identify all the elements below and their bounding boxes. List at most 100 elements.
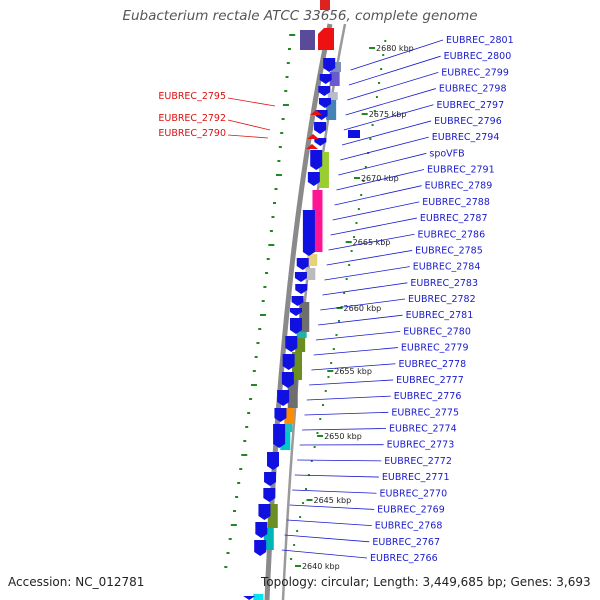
gc-skew-mark bbox=[269, 230, 273, 232]
gc-skew-mark bbox=[274, 188, 278, 190]
gc-skew-mark bbox=[348, 264, 351, 266]
forward-gene-arrow bbox=[274, 408, 287, 422]
gc-skew-mark bbox=[327, 376, 330, 378]
gene-label: EUBREC_2771 bbox=[382, 472, 450, 483]
reverse-gene-arrow bbox=[318, 28, 334, 50]
forward-gene-arrow bbox=[282, 354, 295, 370]
ruler-tick bbox=[294, 565, 301, 567]
gene-leader-line bbox=[281, 549, 368, 559]
gc-skew-mark bbox=[364, 166, 367, 168]
cog-block bbox=[284, 408, 295, 424]
cog-block bbox=[327, 92, 338, 100]
gene-label: EUBREC_2801 bbox=[446, 35, 514, 46]
forward-gene-arrow bbox=[258, 504, 271, 520]
ruler-label: 2650 kbp bbox=[324, 432, 362, 441]
ruler-label: 2675 kbp bbox=[369, 110, 407, 119]
gc-skew-mark bbox=[316, 432, 319, 434]
gene-leader-line bbox=[306, 395, 391, 401]
gc-skew-mark bbox=[380, 68, 383, 70]
ruler-tick bbox=[353, 177, 360, 179]
gc-skew-mark bbox=[286, 62, 290, 64]
ruler-tick bbox=[327, 370, 334, 372]
gene-label: EUBREC_2769 bbox=[377, 504, 445, 515]
gene-label: EUBREC_2776 bbox=[394, 391, 462, 402]
gc-skew-mark bbox=[232, 510, 236, 512]
cog-block bbox=[292, 352, 303, 380]
gene-leader-line bbox=[311, 363, 396, 371]
gc-skew-mark bbox=[281, 118, 285, 120]
gc-skew-mark bbox=[254, 356, 258, 358]
forward-gene-arrow bbox=[307, 172, 320, 186]
forward-gene-arrow bbox=[295, 284, 308, 294]
gene-label: EUBREC_2785 bbox=[415, 245, 483, 256]
gc-skew-mark bbox=[252, 370, 256, 372]
gc-skew-mark bbox=[226, 552, 230, 554]
topology-text: Topology: circular; Length: 3,449,685 bp… bbox=[261, 575, 591, 589]
gene-leader-line bbox=[227, 119, 271, 131]
ruler-tick bbox=[336, 307, 343, 309]
gene-label: EUBREC_2791 bbox=[427, 165, 495, 176]
forward-gene-arrow bbox=[348, 130, 360, 138]
cog-block bbox=[299, 302, 310, 332]
gc-skew-mark bbox=[259, 314, 266, 316]
gene-label: EUBREC_2797 bbox=[437, 100, 505, 111]
cog-block bbox=[287, 380, 298, 408]
forward-gene-arrow bbox=[263, 488, 276, 502]
gene-leader-line bbox=[284, 534, 370, 543]
cog-block bbox=[295, 338, 306, 352]
gc-skew-mark bbox=[228, 538, 232, 540]
ruler-label: 2680 kbp bbox=[376, 44, 414, 53]
gc-skew-mark bbox=[302, 502, 305, 504]
forward-gene-arrow bbox=[289, 308, 302, 316]
gene-label: EUBREC_2789 bbox=[425, 181, 493, 192]
forward-gene-arrow bbox=[285, 336, 298, 352]
ruler-label: 2640 kbp bbox=[302, 562, 340, 571]
gene-leader-line bbox=[297, 459, 382, 462]
gene-leader-line bbox=[345, 88, 436, 116]
forward-gene-arrow bbox=[318, 98, 331, 108]
forward-gene-arrow bbox=[277, 390, 290, 406]
gene-label: EUBREC_2768 bbox=[375, 521, 443, 532]
gc-skew-mark bbox=[330, 362, 333, 364]
gene-leader-line bbox=[289, 504, 375, 510]
gc-skew-mark bbox=[271, 216, 275, 218]
gene-label: EUBREC_2782 bbox=[408, 294, 476, 305]
gc-skew-mark bbox=[353, 236, 356, 238]
gc-skew-mark bbox=[224, 566, 228, 568]
gene-label: EUBREC_2781 bbox=[406, 310, 474, 321]
gene-leader-line bbox=[324, 266, 410, 281]
forward-gene-arrow bbox=[314, 122, 327, 134]
accession-text: Accession: NC_012781 bbox=[8, 575, 145, 589]
forward-gene-arrow bbox=[291, 296, 304, 306]
cog-block bbox=[312, 190, 323, 252]
gene-leader-line bbox=[313, 347, 398, 356]
ruler-label: 2645 kbp bbox=[314, 496, 352, 505]
forward-gene-arrow bbox=[281, 372, 294, 388]
cog-block bbox=[280, 432, 291, 450]
gc-skew-mark bbox=[384, 40, 387, 42]
forward-gene-arrow bbox=[294, 272, 307, 282]
ruler-tick bbox=[345, 241, 352, 243]
gc-skew-mark bbox=[280, 132, 284, 134]
gene-leader-line bbox=[302, 428, 387, 431]
gc-skew-mark bbox=[275, 174, 282, 176]
gene-label: EUBREC_2770 bbox=[380, 488, 448, 499]
gc-skew-mark bbox=[324, 390, 327, 392]
gene-label: EUBREC_2796 bbox=[434, 116, 502, 127]
gene-leader-line bbox=[348, 55, 441, 86]
gc-skew-mark bbox=[247, 412, 251, 414]
gc-skew-mark bbox=[282, 104, 289, 106]
gene-label: EUBREC_2780 bbox=[403, 326, 471, 337]
gc-skew-mark bbox=[268, 244, 275, 246]
gc-skew-mark bbox=[263, 286, 267, 288]
gc-skew-mark bbox=[355, 222, 358, 224]
gc-skew-mark bbox=[319, 418, 322, 420]
gene-label: EUBREC_2767 bbox=[372, 537, 440, 548]
gene-leader-line bbox=[338, 152, 427, 176]
ruler-label: 2670 kbp bbox=[361, 174, 399, 183]
gene-leader-line bbox=[318, 314, 403, 326]
forward-gene-arrow bbox=[273, 424, 286, 448]
ruler-tick bbox=[369, 47, 376, 49]
gene-leader-line bbox=[332, 201, 420, 221]
